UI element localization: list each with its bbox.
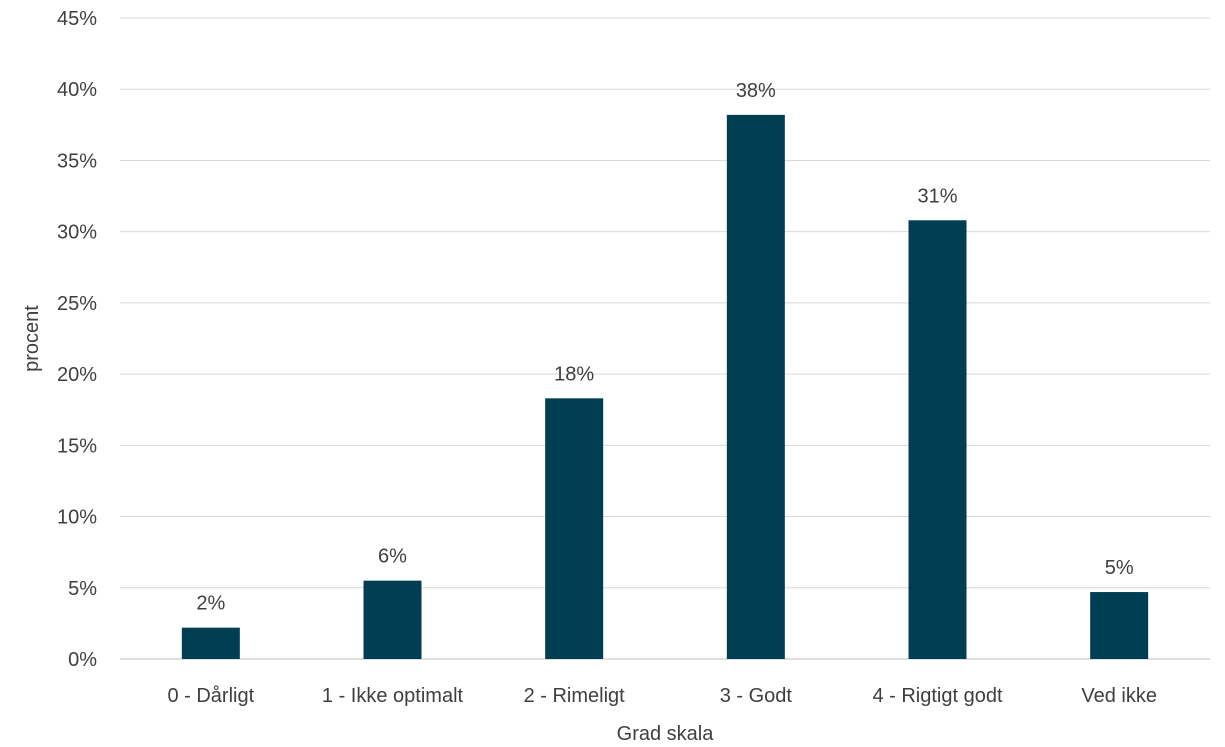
data-label: 5% <box>1105 557 1134 579</box>
x-axis-categories: 0 - Dårligt 1 - Ikke optimalt 2 - Rimeligt… <box>167 685 1156 707</box>
y-tick-label: 5% <box>68 578 97 600</box>
bar <box>363 580 422 659</box>
x-category-label: 0 - Dårligt <box>167 685 254 707</box>
bar <box>545 398 604 659</box>
x-category-label: 3 - Godt <box>720 685 793 707</box>
bar <box>181 627 240 659</box>
data-label: 2% <box>196 593 225 615</box>
x-category-label: 4 - Rigtigt godt <box>872 685 1003 707</box>
y-axis-title: procent <box>21 305 43 372</box>
data-label: 31% <box>917 185 957 207</box>
y-tick-label: 25% <box>57 293 97 315</box>
y-axis-ticks: 0% 5% 10% 15% 20% 25% 30% 35% 40% 45% <box>57 8 97 671</box>
x-category-label: 1 - Ikke optimalt <box>322 685 464 707</box>
y-tick-label: 35% <box>57 150 97 172</box>
y-tick-label: 15% <box>57 435 97 457</box>
x-category-label: 2 - Rimeligt <box>524 685 626 707</box>
data-label: 6% <box>378 546 407 568</box>
data-label: 18% <box>554 363 594 385</box>
bar <box>1090 592 1149 659</box>
y-tick-label: 20% <box>57 364 97 386</box>
bar <box>726 114 785 659</box>
y-tick-label: 0% <box>68 649 97 671</box>
bar <box>908 220 967 659</box>
y-tick-label: 45% <box>57 8 97 30</box>
y-tick-label: 10% <box>57 507 97 529</box>
y-tick-label: 30% <box>57 222 97 244</box>
y-tick-label: 40% <box>57 79 97 101</box>
bars <box>181 114 1149 659</box>
data-labels: 2% 6% 18% 38% 31% 5% <box>196 80 1133 615</box>
x-category-label: Ved ikke <box>1081 685 1157 707</box>
data-label: 38% <box>736 80 776 102</box>
gridlines <box>120 17 1210 660</box>
x-axis-title: Grad skala <box>617 723 715 745</box>
